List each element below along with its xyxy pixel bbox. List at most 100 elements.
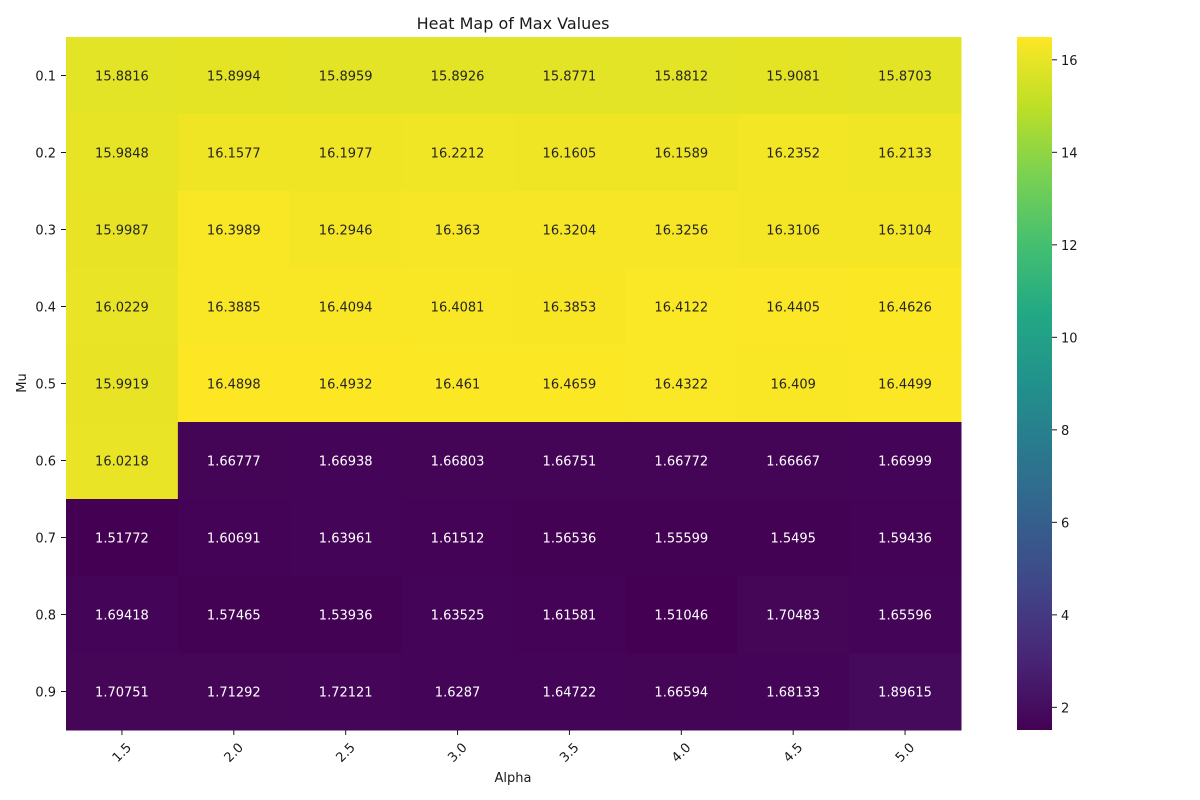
chart-title: Heat Map of Max Values	[417, 14, 610, 33]
cell-value-label: 1.66594	[654, 686, 708, 701]
cell-value-label: 16.4405	[766, 301, 820, 316]
heatmap-cell	[177, 422, 291, 500]
heatmap-cell	[625, 653, 738, 731]
cell-value-label: 1.63961	[319, 532, 373, 547]
x-tick-label: 4.5	[781, 740, 806, 765]
heatmap-cell	[401, 37, 515, 115]
cell-value-label: 16.4932	[319, 378, 373, 393]
heatmap-cell	[177, 345, 291, 423]
cell-value-label: 1.5495	[770, 532, 816, 547]
cell-value-label: 16.3256	[654, 224, 708, 239]
heatmap-cell	[737, 268, 850, 346]
heatmap-cell	[849, 422, 962, 500]
heatmap-cell	[177, 268, 291, 346]
y-tick-label: 0.8	[35, 609, 56, 624]
y-axis-label: Mu	[15, 373, 30, 392]
cell-value-label: 15.9081	[766, 70, 820, 85]
x-tick-label: 5.0	[893, 740, 918, 765]
cell-value-label: 1.66999	[878, 455, 932, 470]
cell-value-label: 16.4626	[878, 301, 932, 316]
cell-value-label: 1.65596	[878, 609, 932, 624]
cell-value-label: 16.2946	[319, 224, 373, 239]
heatmap-cell	[66, 268, 179, 346]
heatmap-cell	[737, 422, 850, 500]
cell-value-label: 15.9848	[95, 147, 149, 162]
cell-value-label: 16.461	[435, 378, 481, 393]
heatmap-cell	[289, 345, 403, 423]
heatmap-cell	[401, 499, 515, 577]
heatmap-cell	[625, 114, 738, 192]
heatmap-cell	[513, 268, 626, 346]
cell-value-label: 15.8959	[319, 70, 373, 85]
cell-value-label: 16.1977	[319, 147, 373, 162]
heatmap-cell	[66, 37, 179, 115]
heatmap-cell	[401, 114, 515, 192]
heatmap-cell	[625, 422, 738, 500]
heatmap-cell	[289, 37, 403, 115]
cell-value-label: 15.8703	[878, 70, 932, 85]
cell-value-label: 1.60691	[207, 532, 261, 547]
heatmap-cell	[66, 422, 179, 500]
cell-value-label: 16.4499	[878, 378, 932, 393]
heatmap-cell	[849, 37, 962, 115]
cell-value-label: 16.1605	[543, 147, 597, 162]
cell-value-label: 16.3204	[543, 224, 597, 239]
heatmap-cell	[289, 499, 403, 577]
cell-value-label: 1.66772	[654, 455, 708, 470]
colorbar-tick-label: 14	[1061, 146, 1078, 161]
cell-value-label: 1.51046	[654, 609, 708, 624]
heatmap-cell	[401, 268, 515, 346]
heatmap-cell	[849, 268, 962, 346]
y-tick-label: 0.3	[35, 224, 56, 239]
x-tick-label: 2.5	[334, 740, 359, 765]
heatmap-cell	[849, 345, 962, 423]
colorbar-tick-label: 12	[1061, 239, 1078, 254]
cell-value-label: 1.69418	[95, 609, 149, 624]
cell-value-label: 15.9987	[95, 224, 149, 239]
heatmap-cell	[66, 114, 179, 192]
heatmap-cell	[401, 576, 515, 654]
cell-value-label: 15.8994	[207, 70, 261, 85]
heatmap-cell	[513, 653, 626, 731]
cell-value-label: 1.57465	[207, 609, 261, 624]
cell-value-label: 1.53936	[319, 609, 373, 624]
heatmap-cell	[513, 576, 626, 654]
cell-value-label: 1.71292	[207, 686, 261, 701]
heatmap-cell	[625, 576, 738, 654]
cell-value-label: 15.9919	[95, 378, 149, 393]
colorbar-tick-label: 10	[1061, 331, 1078, 346]
heatmap-cell	[625, 345, 738, 423]
x-tick-label: 3.5	[557, 740, 582, 765]
cell-value-label: 1.63525	[431, 609, 485, 624]
y-axis-ticks: 0.1 0.2 0.3 0.4 0.5 0.6 0.7 0.8 0.9	[35, 70, 66, 701]
heatmap-cell	[737, 653, 850, 731]
heatmap-cell	[177, 499, 291, 577]
cell-value-label: 1.70483	[766, 609, 820, 624]
colorbar-tick-label: 6	[1061, 516, 1069, 531]
cell-value-label: 15.8816	[95, 70, 149, 85]
y-tick-label: 0.2	[35, 147, 56, 162]
heatmap-cell	[625, 268, 738, 346]
heatmap-cell	[177, 653, 291, 731]
cell-value-label: 1.51772	[95, 532, 149, 547]
cell-value-label: 15.8812	[654, 70, 708, 85]
heatmap-cell	[177, 37, 291, 115]
heatmap-cell	[289, 191, 403, 269]
x-tick-label: 3.0	[445, 740, 470, 765]
colorbar-tick-label: 2	[1061, 701, 1069, 716]
heatmap-cell	[177, 191, 291, 269]
cell-value-label: 16.4122	[654, 301, 708, 316]
heatmap-cell	[737, 499, 850, 577]
y-tick-label: 0.1	[35, 70, 56, 85]
heatmap-cell-labels: 15.8816 15.8994 15.8959 15.8926 15.8771 15.88…	[95, 70, 932, 701]
heatmap-cell	[625, 37, 738, 115]
cell-value-label: 16.3885	[207, 301, 261, 316]
y-tick-label: 0.6	[35, 455, 56, 470]
heatmap-cell	[289, 268, 403, 346]
cell-value-label: 16.0229	[95, 301, 149, 316]
cell-value-label: 16.4659	[543, 378, 597, 393]
heatmap-cell	[513, 37, 626, 115]
heatmap-cell	[737, 191, 850, 269]
heatmap-cell	[401, 653, 515, 731]
heatmap-cell	[513, 345, 626, 423]
